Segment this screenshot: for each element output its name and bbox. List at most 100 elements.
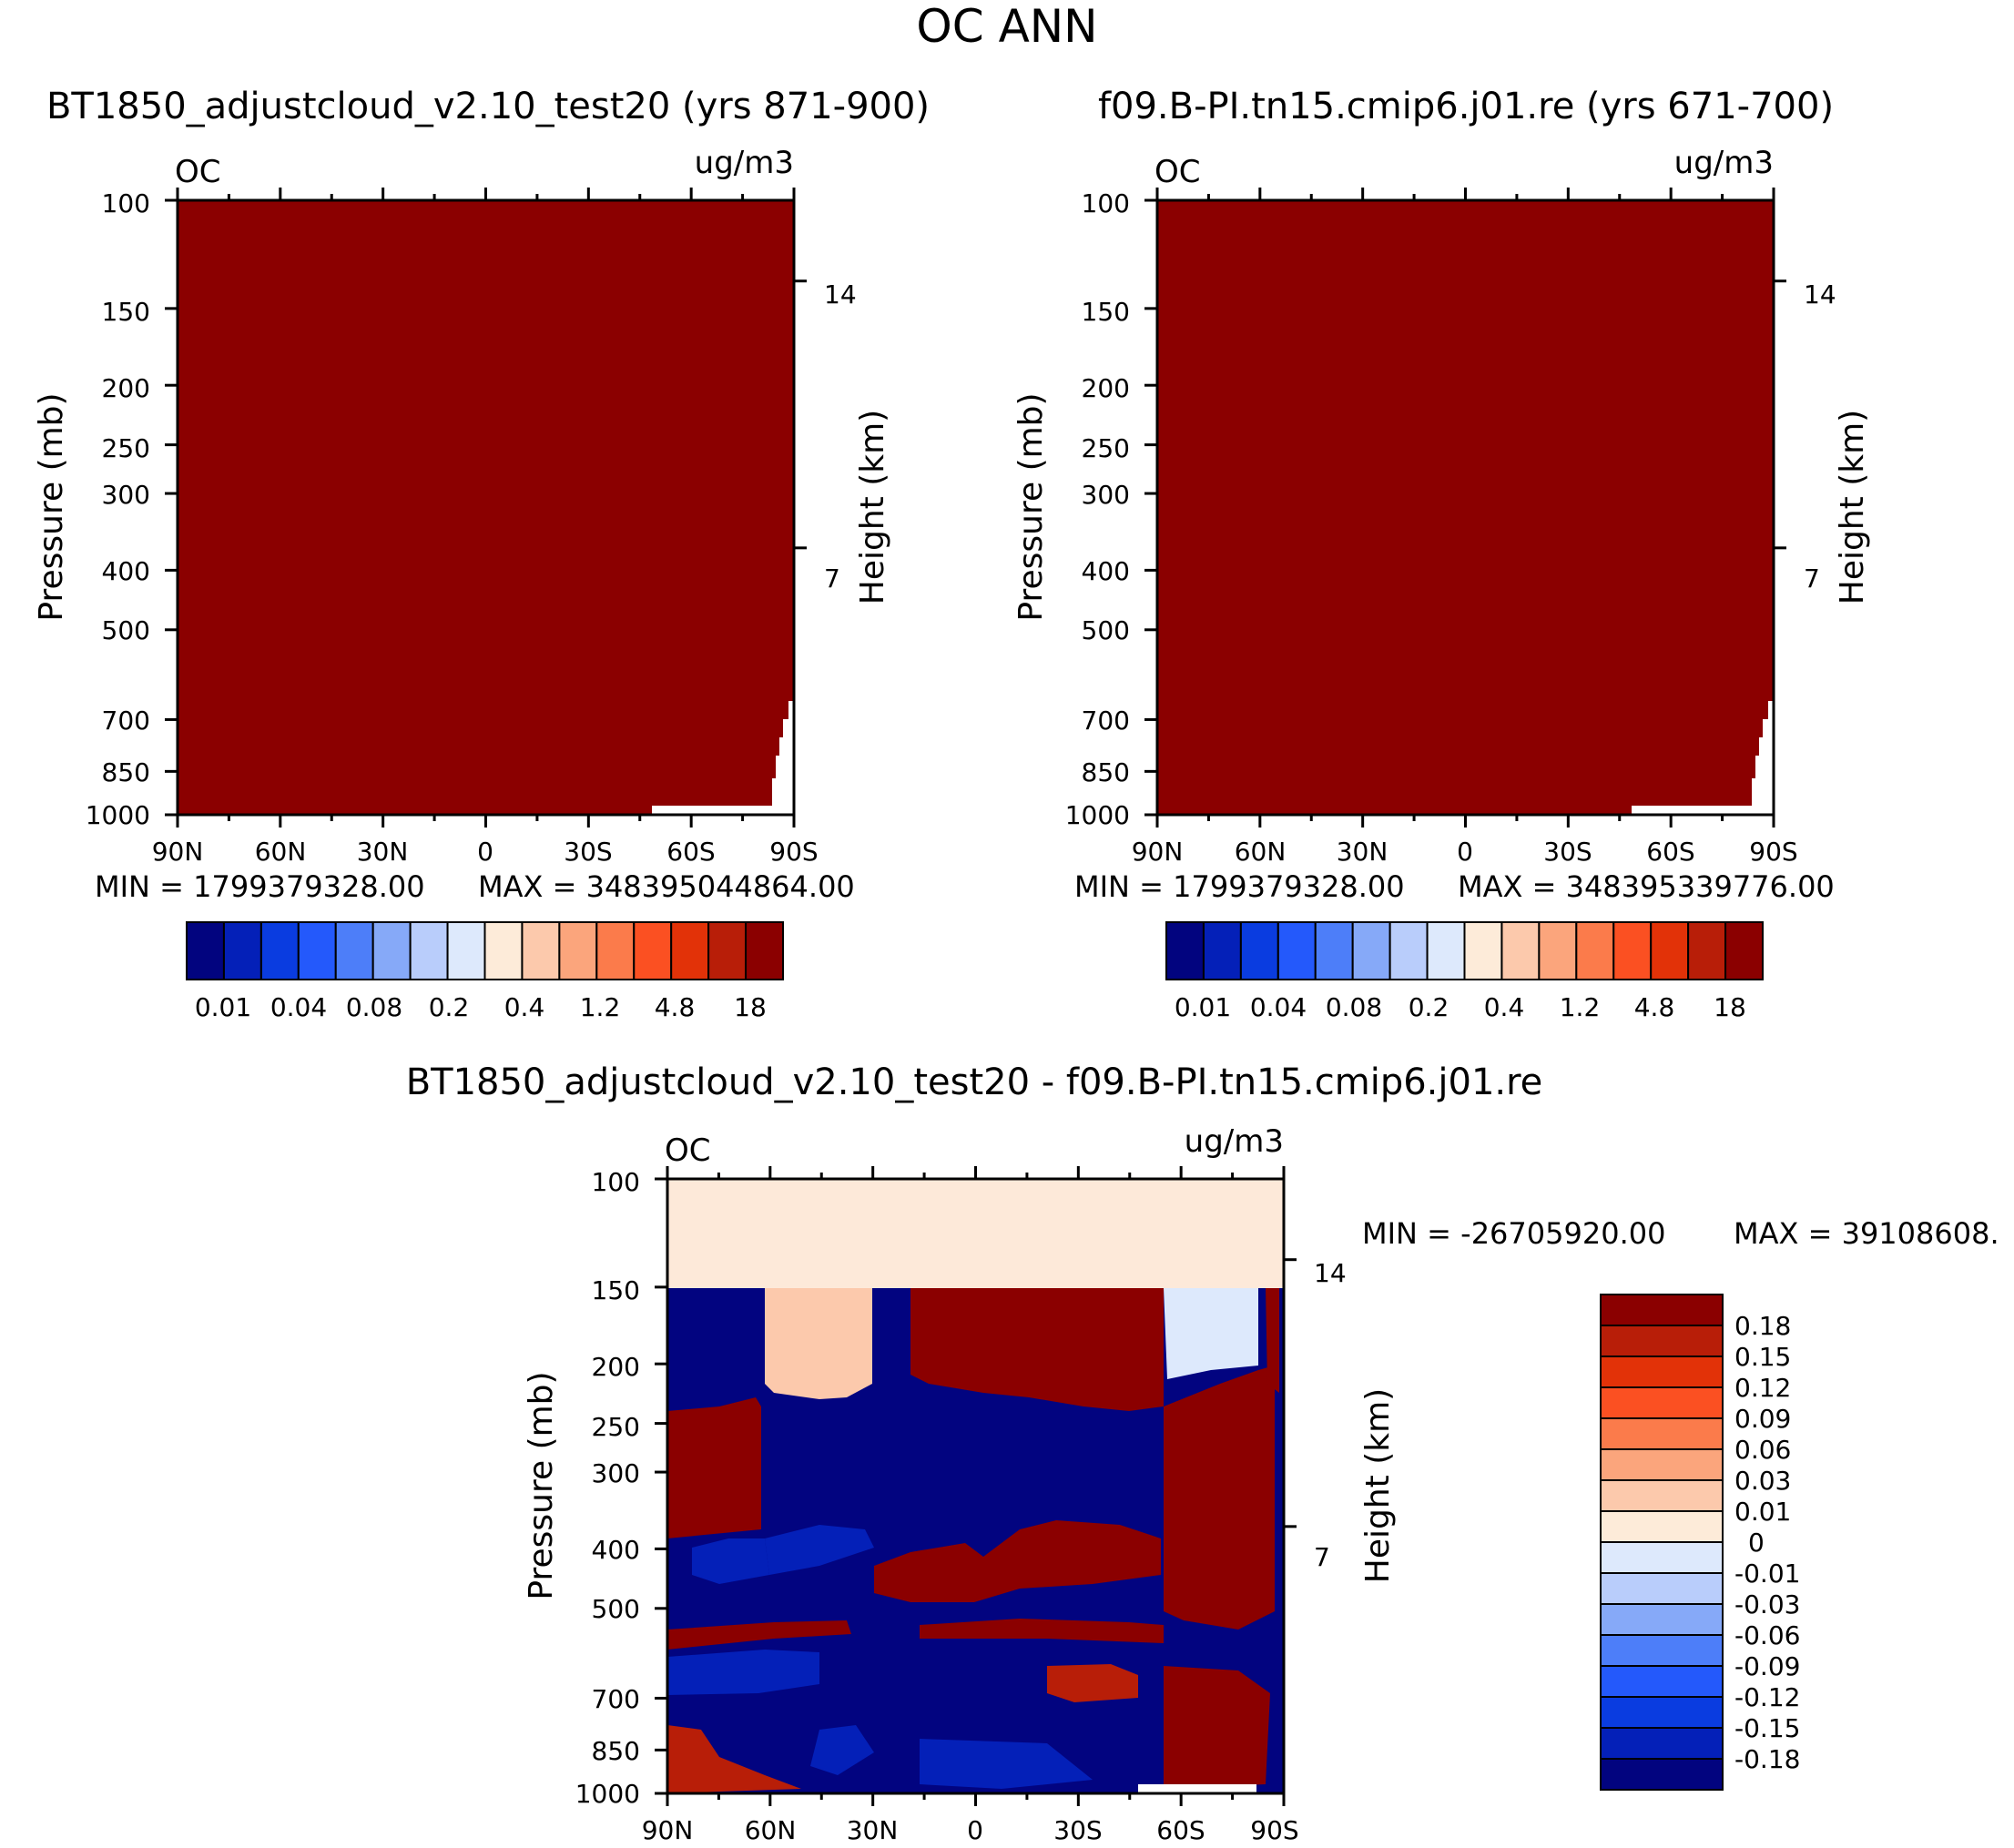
y-tick-label: 1000 [86,800,150,830]
positive-region [910,1288,1164,1411]
y-tick-label: 100 [102,188,150,218]
x-tick-label: 30S [1543,837,1592,867]
missing-data-region [1138,1784,1256,1793]
x-tick-label: 0 [967,1815,983,1845]
colorbar-label: 0.4 [504,992,545,1022]
negative-region [810,1725,874,1775]
x-tick-label: 60S [666,837,715,867]
y-tick-label: 500 [1082,615,1130,645]
colorbar-label: 0.12 [1734,1373,1791,1403]
max-label: MAX = 39108608. [1734,1216,1999,1251]
colorbar-label: 0.04 [270,992,327,1022]
small-positive-region [765,1288,872,1399]
colorbar-label: 0.01 [1175,992,1231,1022]
colorbar-label: 0.2 [429,992,470,1022]
colorbar-label: -0.09 [1734,1651,1800,1681]
colorbar-label: 0.2 [1409,992,1449,1022]
colorbar-swatch [1388,921,1429,980]
colorbar-label: 0.4 [1484,992,1525,1022]
colorbar-label: 0.18 [1734,1311,1791,1341]
y-right-tick-label: 7 [1314,1542,1330,1572]
colorbar-swatch [1500,921,1541,980]
colorbar-swatch [1463,921,1503,980]
y-axis-label: Pressure (mb) [523,1371,560,1599]
x-tick-label: 0 [477,837,493,867]
colorbar-labels: 0.18 0.15 0.12 0.09 0.06 0.03 0.01 0 -0.… [1734,1311,1800,1774]
negative-region [920,1739,1093,1789]
y-tick-label: 500 [592,1594,640,1624]
colorbar-label: -0.18 [1734,1744,1800,1774]
colorbar-swatch [1314,921,1354,980]
y-tick-label: 200 [592,1352,640,1382]
colorbar-label: 0 [1748,1528,1765,1558]
colorbar-swatch [409,921,449,980]
page-title: OC ANN [916,0,1097,53]
colorbar-labels: 0.01 0.04 0.08 0.2 0.4 1.2 4.8 18 [1175,992,1746,1022]
colorbar-label: 0.08 [346,992,402,1022]
y-axis: 100 150 200 250 300 400 500 700 850 1000 [575,1167,640,1809]
positive-region [1047,1664,1138,1702]
colorbar-label: -0.06 [1734,1620,1800,1650]
colorbar-swatch [1724,921,1764,980]
filled-field [178,200,794,815]
colorbar-swatch [1600,1356,1724,1388]
min-label: MIN = -26705920.00 [1362,1216,1665,1251]
y-tick-label: 150 [102,297,150,327]
colorbar-swatch [186,921,225,980]
tick-marks [165,188,807,828]
colorbar-swatch [259,921,300,980]
x-tick-label: 60S [1646,837,1694,867]
y-ticks-right: 14 7 [1804,279,1836,594]
colorbar-swatch [483,921,524,980]
colorbar-swatch [670,921,710,980]
y-tick-label: 250 [1082,433,1130,463]
x-tick-label: 30S [564,837,612,867]
colorbar-label: 0.04 [1250,992,1307,1022]
colorbar-label: 0.01 [195,992,251,1022]
filled-field [1157,200,1774,815]
colorbar-label: 0.08 [1326,992,1382,1022]
min-label: MIN = 1799379328.00 [95,869,425,904]
colorbar-swatch [371,921,412,980]
y-right-tick-label: 7 [1804,564,1820,594]
colorbar-swatch [1600,1541,1724,1574]
tick-marks [1144,188,1786,828]
y-axis-right-label: Height (km) [854,410,891,604]
x-tick-label: 60N [255,837,307,867]
colorbar [186,921,784,980]
y-tick-label: 150 [1082,297,1130,327]
field-label: OC [1154,154,1201,190]
positive-region [874,1520,1161,1602]
colorbar-swatch [1600,1634,1724,1667]
max-label: MAX = 348395044864.00 [478,869,855,904]
colorbar-swatch [595,921,636,980]
colorbar-label: -0.01 [1734,1559,1800,1589]
colorbar-swatch [1600,1603,1724,1636]
x-axis: 90N 60N 30N 0 30S 60S 90S [152,837,819,867]
x-tick-label: 60S [1156,1815,1205,1845]
colorbar-label: 0.03 [1734,1466,1791,1496]
x-tick-label: 30N [847,1815,899,1845]
x-tick-label: 60N [745,1815,797,1845]
colorbar-swatch [521,921,561,980]
y-right-tick-label: 14 [1804,279,1836,310]
panel-control-model: f09.B-PI.tn15.cmip6.j01.re (yrs 671-700)… [1012,86,1871,1022]
colorbar-label: 0.06 [1734,1435,1791,1465]
y-tick-label: 700 [592,1684,640,1714]
positive-region [1266,1288,1279,1393]
colorbar-label: 0.09 [1734,1404,1791,1434]
y-tick-label: 500 [102,615,150,645]
colorbar-swatch [222,921,262,980]
panel-title: f09.B-PI.tn15.cmip6.j01.re (yrs 671-700) [1098,86,1834,127]
colorbar-swatch [1600,1665,1724,1698]
colorbar-swatch [334,921,374,980]
colorbar-swatch [558,921,598,980]
colorbar-swatch [1600,1386,1724,1419]
panel-title: BT1850_adjustcloud_v2.10_test20 - f09.B-… [406,1061,1543,1103]
y-tick-label: 400 [1082,556,1130,586]
y-ticks-right: 14 7 [824,279,857,594]
colorbar-label: 0.15 [1734,1342,1791,1372]
missing-data-region [652,701,794,815]
positive-region [1164,1666,1270,1789]
